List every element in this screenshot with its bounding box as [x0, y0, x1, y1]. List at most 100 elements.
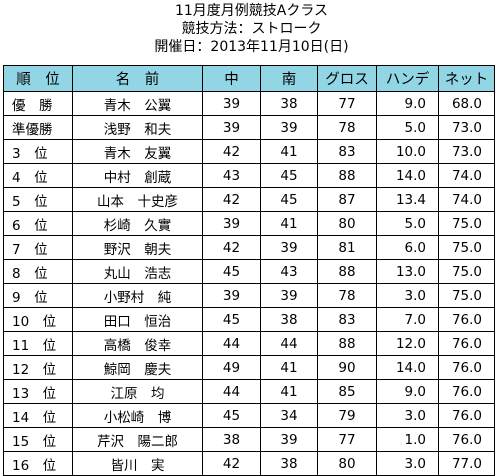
- in-score-cell: 39: [260, 283, 318, 308]
- net-score-cell: 76.0: [438, 403, 495, 428]
- rank-cell: 12 位: [3, 355, 73, 380]
- player-name-cell: 高橋 俊幸: [72, 331, 203, 356]
- header-name: 名 前: [72, 65, 203, 92]
- player-name-cell: 鯨岡 慶夫: [72, 355, 203, 380]
- player-name-cell: 田口 恒治: [72, 307, 203, 332]
- gross-score-cell: 83: [317, 307, 377, 332]
- net-score-cell: 77.0: [438, 451, 495, 476]
- gross-score-cell: 88: [317, 331, 377, 356]
- in-score-cell: 34: [260, 403, 318, 428]
- net-score-cell: 75.0: [438, 211, 495, 236]
- gross-score-cell: 80: [317, 211, 377, 236]
- net-score-cell: 76.0: [438, 379, 495, 404]
- table-row: 13 位江原 均 44 41 85 9.0 76.0: [3, 379, 495, 404]
- out-score-cell: 39: [202, 115, 261, 140]
- net-score-cell: 76.0: [438, 307, 495, 332]
- net-score-cell: 73.0: [438, 115, 495, 140]
- player-name-cell: 丸山 浩志: [72, 259, 203, 284]
- table-row: 14 位小松崎 博 45 34 79 3.0 76.0: [3, 403, 495, 428]
- net-score-cell: 74.0: [438, 163, 495, 188]
- gross-score-cell: 83: [317, 139, 377, 164]
- rank-cell: 優 勝: [3, 91, 73, 116]
- handicap-cell: 14.0: [376, 163, 439, 188]
- handicap-cell: 3.0: [376, 451, 439, 476]
- table-row: 9 位小野村 純 39 39 78 3.0 75.0: [3, 283, 495, 308]
- gross-score-cell: 88: [317, 163, 377, 188]
- rank-cell: 10 位: [3, 307, 73, 332]
- rank-cell: 16 位: [3, 451, 73, 476]
- in-score-cell: 38: [260, 91, 318, 116]
- net-score-cell: 73.0: [438, 139, 495, 164]
- header-net: ネット: [438, 65, 495, 92]
- player-name-cell: 江原 均: [72, 379, 203, 404]
- player-name-cell: 芹沢 陽二郎: [72, 427, 203, 452]
- table-row: 12 位鯨岡 慶夫 49 41 90 14.0 76.0: [3, 355, 495, 380]
- table-row: 11 位高橋 俊幸 44 44 88 12.0 76.0: [3, 331, 495, 356]
- header-row: 順 位 名 前 中 南 グロス ハンデ ネット: [3, 65, 495, 92]
- header-in: 南: [260, 65, 318, 92]
- net-score-cell: 75.0: [438, 235, 495, 260]
- player-name-cell: 小松崎 博: [72, 403, 203, 428]
- player-name-cell: 浅野 和夫: [72, 115, 203, 140]
- gross-score-cell: 78: [317, 115, 377, 140]
- out-score-cell: 39: [202, 91, 261, 116]
- handicap-cell: 6.0: [376, 235, 439, 260]
- gross-score-cell: 85: [317, 379, 377, 404]
- rank-cell: 準優勝: [3, 115, 73, 140]
- gross-score-cell: 77: [317, 427, 377, 452]
- out-score-cell: 39: [202, 211, 261, 236]
- in-score-cell: 39: [260, 115, 318, 140]
- handicap-cell: 9.0: [376, 91, 439, 116]
- header-gross: グロス: [317, 65, 377, 92]
- in-score-cell: 39: [260, 235, 318, 260]
- table-row: 8 位丸山 浩志 45 43 88 13.0 75.0: [3, 259, 495, 284]
- table-row: 6 位杉崎 久實 39 41 80 5.0 75.0: [3, 211, 495, 236]
- out-score-cell: 44: [202, 379, 261, 404]
- out-score-cell: 42: [202, 187, 261, 212]
- header-rank: 順 位: [3, 65, 73, 92]
- handicap-cell: 3.0: [376, 403, 439, 428]
- out-score-cell: 39: [202, 283, 261, 308]
- rank-cell: 7 位: [3, 235, 73, 260]
- table-row: 15 位芹沢 陽二郎 38 39 77 1.0 76.0: [3, 427, 495, 452]
- handicap-cell: 13.0: [376, 259, 439, 284]
- handicap-cell: 10.0: [376, 139, 439, 164]
- handicap-cell: 3.0: [376, 283, 439, 308]
- table-row: 3 位青木 友翼 42 41 83 10.0 73.0: [3, 139, 495, 164]
- rank-cell: 8 位: [3, 259, 73, 284]
- player-name-cell: 野沢 朝夫: [72, 235, 203, 260]
- gross-score-cell: 80: [317, 451, 377, 476]
- table-row: 準優勝 浅野 和夫 39 39 78 5.0 73.0: [3, 115, 495, 140]
- in-score-cell: 41: [260, 211, 318, 236]
- in-score-cell: 45: [260, 187, 318, 212]
- out-score-cell: 45: [202, 259, 261, 284]
- net-score-cell: 75.0: [438, 283, 495, 308]
- player-name-cell: 山本 十史彦: [72, 187, 203, 212]
- rank-cell: 3 位: [3, 139, 73, 164]
- in-score-cell: 41: [260, 379, 318, 404]
- gross-score-cell: 79: [317, 403, 377, 428]
- handicap-cell: 5.0: [376, 115, 439, 140]
- gross-score-cell: 87: [317, 187, 377, 212]
- out-score-cell: 42: [202, 139, 261, 164]
- player-name-cell: 杉崎 久實: [72, 211, 203, 236]
- player-name-cell: 青木 公翼: [72, 91, 203, 116]
- header-handicap: ハンデ: [376, 65, 439, 92]
- gross-score-cell: 81: [317, 235, 377, 260]
- rank-cell: 9 位: [3, 283, 73, 308]
- results-table: 順 位 名 前 中 南 グロス ハンデ ネット 優 勝青木 公翼 39 38 77 9.…: [3, 65, 495, 476]
- in-score-cell: 38: [260, 451, 318, 476]
- net-score-cell: 74.0: [438, 187, 495, 212]
- out-score-cell: 43: [202, 163, 261, 188]
- gross-score-cell: 78: [317, 283, 377, 308]
- table-row: 7 位野沢 朝夫 42 39 81 6.0 75.0: [3, 235, 495, 260]
- out-score-cell: 45: [202, 307, 261, 332]
- gross-score-cell: 77: [317, 91, 377, 116]
- in-score-cell: 41: [260, 139, 318, 164]
- net-score-cell: 76.0: [438, 427, 495, 452]
- in-score-cell: 44: [260, 331, 318, 356]
- player-name-cell: 小野村 純: [72, 283, 203, 308]
- handicap-cell: 13.4: [376, 187, 439, 212]
- out-score-cell: 42: [202, 235, 261, 260]
- rank-cell: 13 位: [3, 379, 73, 404]
